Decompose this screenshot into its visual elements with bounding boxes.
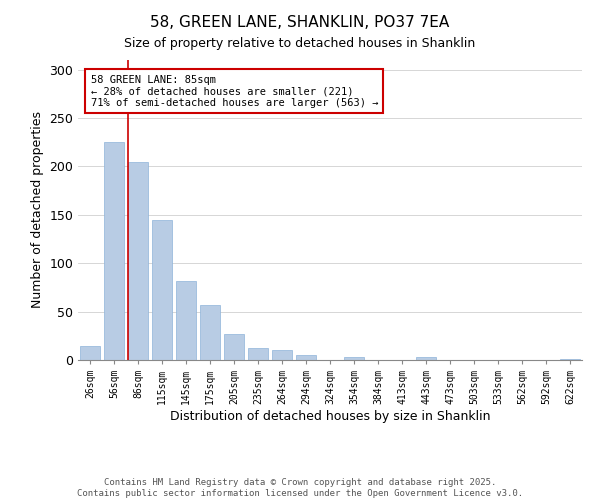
Y-axis label: Number of detached properties: Number of detached properties	[31, 112, 44, 308]
Bar	[224, 334, 244, 360]
Text: 58, GREEN LANE, SHANKLIN, PO37 7EA: 58, GREEN LANE, SHANKLIN, PO37 7EA	[151, 15, 449, 30]
Bar	[272, 350, 292, 360]
Text: Contains HM Land Registry data © Crown copyright and database right 2025.
Contai: Contains HM Land Registry data © Crown c…	[77, 478, 523, 498]
Text: 58 GREEN LANE: 85sqm
← 28% of detached houses are smaller (221)
71% of semi-deta: 58 GREEN LANE: 85sqm ← 28% of detached h…	[91, 74, 378, 108]
Bar	[560, 359, 580, 360]
Text: Size of property relative to detached houses in Shanklin: Size of property relative to detached ho…	[124, 38, 476, 51]
Bar	[248, 348, 268, 360]
Bar	[200, 305, 220, 360]
Bar	[80, 346, 100, 360]
Bar	[128, 162, 148, 360]
Bar	[152, 220, 172, 360]
Bar	[104, 142, 124, 360]
Bar	[416, 357, 436, 360]
Bar	[176, 280, 196, 360]
X-axis label: Distribution of detached houses by size in Shanklin: Distribution of detached houses by size …	[170, 410, 490, 423]
Bar	[296, 355, 316, 360]
Bar	[344, 357, 364, 360]
